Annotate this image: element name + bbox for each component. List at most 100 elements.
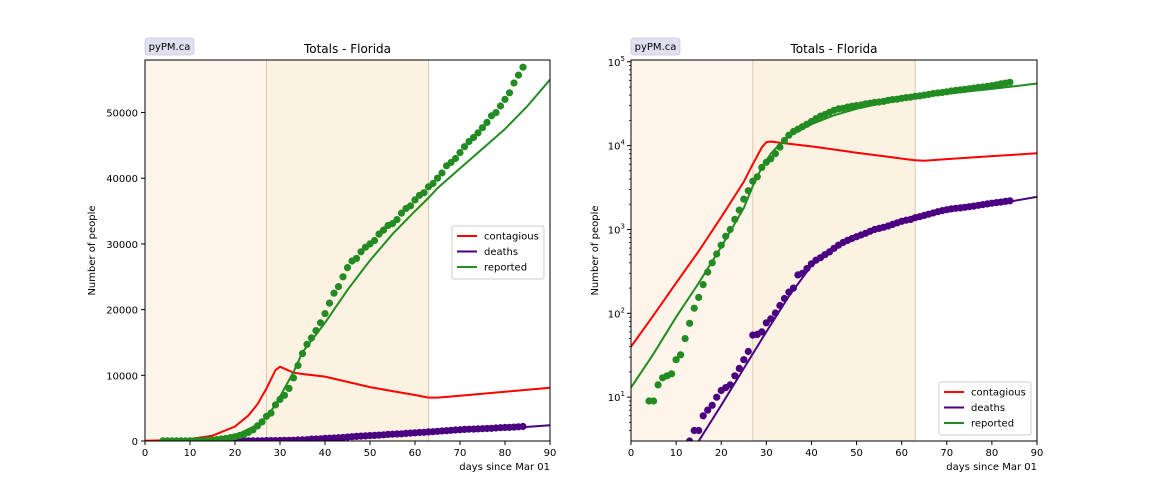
data-point-reported <box>325 299 334 307</box>
chart-title: Totals - Florida <box>789 42 877 56</box>
x-tick-label: 60 <box>409 448 422 459</box>
data-point-reported <box>758 163 766 171</box>
legend-label-reported: reported <box>484 263 527 274</box>
x-tick-label: 70 <box>454 448 467 459</box>
y-tick-label: 105 <box>608 55 625 69</box>
data-point-reported <box>469 133 478 142</box>
series-line-contagious <box>145 365 550 441</box>
pypm-badge <box>630 37 681 56</box>
x-tick-label: 90 <box>544 448 557 459</box>
data-point-deaths <box>798 269 807 277</box>
legend-label-deaths: deaths <box>484 247 518 258</box>
data-point-reported <box>456 149 464 157</box>
data-point-deaths <box>789 284 798 292</box>
data-point-reported <box>316 319 325 327</box>
data-point-reported <box>519 63 527 71</box>
data-point-deaths <box>758 328 766 336</box>
data-point-deaths <box>686 437 694 441</box>
x-tick-label: 80 <box>986 448 999 459</box>
x-tick-label: 40 <box>805 448 818 459</box>
data-point-reported <box>690 304 698 312</box>
legend: contagious deaths reported <box>938 381 1032 436</box>
legend-label-reported: reported <box>971 419 1014 430</box>
data-point-reported <box>483 118 491 126</box>
x-tick-label: 0 <box>628 448 634 459</box>
data-point-reported <box>258 418 266 426</box>
chart-2: 0 10 20 30 40 50 60 70 80 90 101 102 103 104 105 Totals… <box>590 37 1043 473</box>
data-point-reported <box>510 79 518 87</box>
x-tick-label: 30 <box>274 448 287 459</box>
x-axis-label: days since Mar 01 <box>946 462 1037 473</box>
data-point-reported <box>704 268 712 276</box>
data-point-deaths <box>776 301 784 310</box>
legend-label-contagious: contagious <box>484 232 539 243</box>
shaded-region <box>266 60 429 441</box>
data-point-deaths <box>699 412 707 420</box>
data-point-reported <box>474 129 482 137</box>
data-point-reported <box>776 143 784 151</box>
data-point-reported <box>334 283 343 291</box>
x-tick-label: 40 <box>319 448 332 459</box>
data-point-reported <box>780 136 789 145</box>
data-point-reported <box>303 340 311 348</box>
data-point-reported <box>672 356 680 364</box>
y-tick-label: 103 <box>608 222 625 236</box>
y-tick-label: 0 <box>132 437 138 448</box>
y-tick-label: 10000 <box>106 371 138 382</box>
data-point-reported <box>406 202 415 210</box>
pypm-badge-label: pyPM.ca <box>149 42 191 53</box>
legend-box <box>938 381 1032 436</box>
data-point-reported <box>708 259 716 267</box>
data-point-reported <box>285 384 293 392</box>
data-point-reported <box>312 327 320 335</box>
legend-box <box>451 225 545 280</box>
data-point-reported <box>397 209 406 217</box>
data-point-reported <box>289 374 298 382</box>
data-point-reported <box>393 216 401 224</box>
x-tick-label: 10 <box>184 448 197 459</box>
data-point-reported <box>330 289 338 297</box>
data-point-reported <box>429 179 437 188</box>
data-point-reported <box>267 409 275 417</box>
data-point-deaths <box>744 347 752 356</box>
data-point-reported <box>686 319 694 327</box>
data-point-reported <box>370 237 379 245</box>
y-tick-label: 102 <box>608 306 625 320</box>
y-tick-label: 40000 <box>106 174 138 185</box>
data-point-reported <box>681 335 689 343</box>
data-point-reported <box>749 177 757 185</box>
data-point-deaths <box>708 401 716 409</box>
data-point-reported <box>771 150 780 158</box>
data-point-deaths <box>726 381 734 389</box>
y-tick-label: 30000 <box>106 240 138 251</box>
data-point-reported <box>1006 78 1014 86</box>
data-point-reported <box>505 89 514 97</box>
plot-area <box>145 63 550 441</box>
y-tick-label: 104 <box>608 139 626 153</box>
data-point-deaths <box>735 364 743 372</box>
plot-area <box>631 78 1037 441</box>
x-tick-label: 30 <box>760 448 773 459</box>
data-point-deaths <box>740 356 748 364</box>
data-point-deaths <box>803 264 811 273</box>
data-point-reported <box>744 187 752 195</box>
pypm-badge <box>144 37 195 56</box>
x-tick-label: 0 <box>142 448 148 459</box>
data-point-reported <box>321 310 329 318</box>
data-point-reported <box>294 361 302 370</box>
data-point-deaths <box>767 315 775 323</box>
data-point-reported <box>654 381 662 389</box>
data-point-reported <box>357 248 365 256</box>
plot-frame <box>630 59 1038 442</box>
data-point-reported <box>695 293 703 301</box>
data-point-reported <box>717 241 725 249</box>
shaded-region <box>145 60 267 441</box>
data-point-reported <box>478 124 487 132</box>
data-point-deaths <box>704 406 712 414</box>
legend: contagious deaths reported <box>451 225 545 280</box>
data-point-reported <box>740 195 748 203</box>
x-axis-label: days since Mar 01 <box>459 462 550 473</box>
data-point-reported <box>411 196 419 204</box>
data-point-reported <box>496 102 505 110</box>
